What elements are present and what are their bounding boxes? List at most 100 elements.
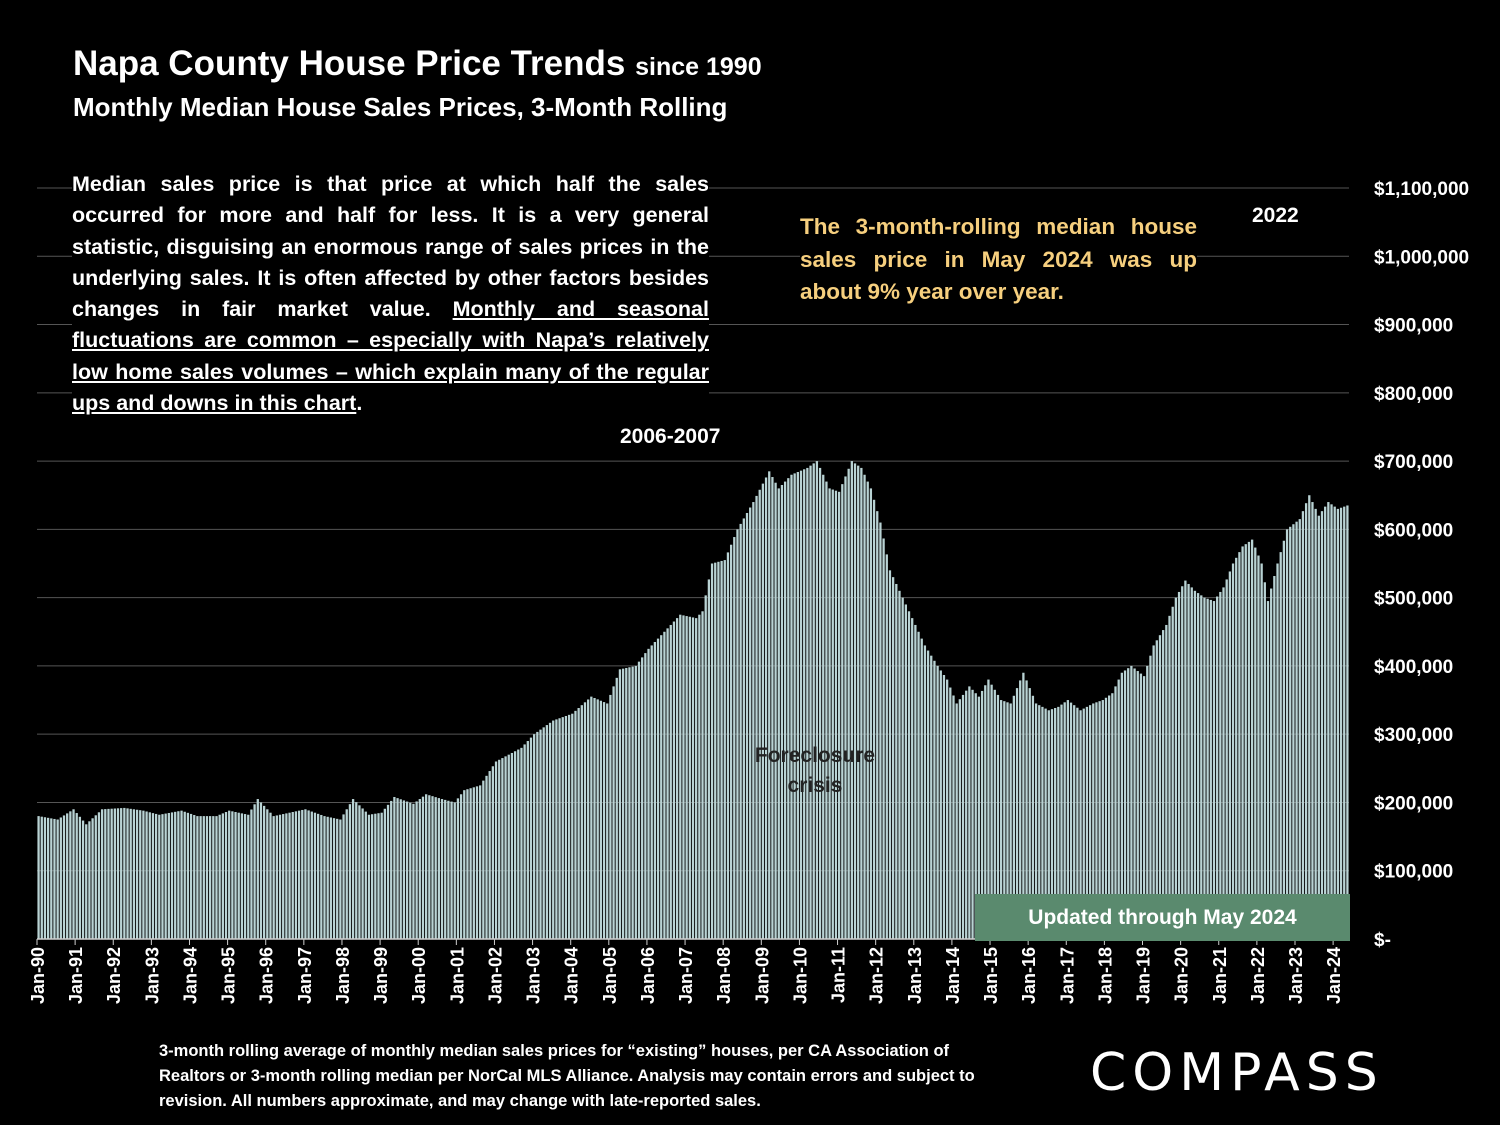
- bar: [272, 816, 275, 939]
- bar: [444, 799, 447, 939]
- bar: [942, 675, 946, 939]
- bar: [1006, 702, 1009, 939]
- bar: [863, 474, 866, 939]
- bar: [926, 650, 930, 939]
- bar: [154, 813, 158, 939]
- bar: [733, 537, 736, 939]
- bar: [688, 616, 691, 939]
- bar: [850, 461, 853, 939]
- bar: [158, 814, 161, 939]
- bar: [698, 614, 701, 939]
- bar: [682, 615, 685, 939]
- bar: [1244, 544, 1247, 939]
- bar: [304, 809, 307, 939]
- bar: [1330, 504, 1333, 939]
- bar: [139, 810, 142, 939]
- bar: [1095, 702, 1098, 939]
- bar: [1301, 511, 1305, 939]
- bar: [466, 789, 469, 939]
- x-tick-label: Jan-08: [714, 947, 734, 1004]
- bar: [1165, 624, 1168, 939]
- bar: [266, 809, 269, 939]
- bar: [75, 813, 78, 939]
- bar: [663, 631, 666, 939]
- x-tick-label: Jan-10: [790, 947, 810, 1004]
- bar: [641, 657, 644, 940]
- bar: [81, 820, 85, 939]
- bar: [987, 679, 990, 939]
- bar: [62, 815, 66, 939]
- bar: [1238, 552, 1241, 939]
- bar: [1088, 705, 1092, 939]
- bar: [758, 489, 761, 939]
- bar: [1104, 697, 1108, 939]
- bar: [310, 811, 313, 939]
- bar: [1127, 668, 1130, 939]
- x-tick-label: Jan-09: [752, 947, 772, 1004]
- bar: [355, 802, 358, 939]
- bar: [1263, 582, 1266, 939]
- bar: [872, 499, 876, 939]
- bar: [1190, 587, 1193, 939]
- bar: [774, 482, 777, 939]
- bar: [148, 812, 151, 939]
- bar: [240, 813, 244, 939]
- bar: [259, 802, 263, 939]
- x-tick-label: Jan-23: [1286, 947, 1306, 1004]
- bar: [1158, 635, 1162, 939]
- bar: [1266, 601, 1270, 939]
- bar: [212, 816, 215, 939]
- x-tick-label: Jan-97: [295, 947, 315, 1004]
- bar: [1152, 645, 1155, 939]
- bar: [247, 814, 250, 939]
- bar: [205, 816, 209, 939]
- x-tick-label: Jan-18: [1095, 947, 1115, 1004]
- bar: [405, 801, 409, 939]
- x-tick-label: Jan-00: [409, 947, 429, 1004]
- bar: [809, 465, 812, 939]
- bar: [69, 811, 72, 939]
- bar: [215, 816, 218, 939]
- bar: [1120, 672, 1124, 939]
- bar: [415, 801, 418, 939]
- bar: [479, 785, 482, 939]
- bar: [914, 624, 917, 939]
- bar: [1308, 495, 1311, 939]
- bar: [1114, 686, 1117, 939]
- bar: [828, 488, 831, 939]
- bar: [771, 477, 774, 939]
- bar: [1292, 524, 1295, 939]
- annotation-2006-2007: 2006-2007: [620, 425, 721, 448]
- bar: [644, 653, 647, 939]
- y-tick-label: $1,100,000: [1374, 179, 1469, 200]
- bar: [533, 734, 536, 939]
- x-tick-label: Jan-90: [28, 947, 48, 1004]
- x-tick-label: Jan-11: [829, 947, 849, 1003]
- bar: [818, 467, 822, 939]
- bar: [984, 685, 987, 939]
- bar: [911, 618, 914, 939]
- bar: [132, 809, 136, 939]
- bar: [1136, 671, 1139, 939]
- bar: [803, 469, 806, 939]
- bar: [189, 813, 193, 939]
- bar: [796, 472, 799, 939]
- x-tick-label: Jan-04: [562, 947, 582, 1004]
- bar: [542, 727, 545, 939]
- bar: [193, 815, 196, 939]
- bar: [107, 808, 110, 939]
- bar: [1228, 571, 1232, 939]
- bar: [1085, 706, 1089, 939]
- bar: [685, 616, 688, 939]
- bar: [1200, 595, 1203, 939]
- y-tick-label: $300,000: [1374, 725, 1453, 746]
- x-tick-label: Jan-20: [1172, 947, 1192, 1004]
- bar: [94, 815, 97, 939]
- bar: [590, 696, 593, 939]
- bar: [256, 799, 259, 939]
- bar: [990, 684, 993, 939]
- bar: [1082, 708, 1085, 939]
- bar: [1324, 506, 1327, 939]
- bar: [1184, 580, 1187, 939]
- bar: [901, 597, 904, 939]
